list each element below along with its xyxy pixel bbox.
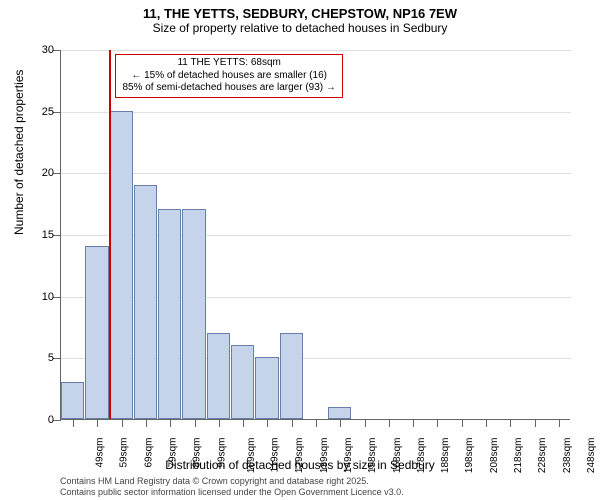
footer-attribution: Contains HM Land Registry data © Crown c… [60,476,404,498]
chart-area: 05101520253049sqm59sqm69sqm79sqm89sqm99s… [60,50,570,420]
x-tick [97,419,98,427]
y-tick [53,50,61,51]
y-tick-label: 15 [42,229,54,241]
x-tick [292,419,293,427]
x-tick [559,419,560,427]
footer-line-2: Contains public sector information licen… [60,487,404,498]
gridline [61,50,571,51]
annotation-line: 11 THE YETTS: 68sqm [122,57,335,70]
x-tick [243,419,244,427]
x-tick [73,419,74,427]
annotation-line: 85% of semi-detached houses are larger (… [122,82,335,95]
x-tick [267,419,268,427]
gridline [61,112,571,113]
histogram-bar [328,407,351,419]
y-tick [53,112,61,113]
histogram-bar [110,111,133,419]
y-tick [53,297,61,298]
annotation-box: 11 THE YETTS: 68sqm← 15% of detached hou… [115,54,342,98]
plot-region: 05101520253049sqm59sqm69sqm79sqm89sqm99s… [60,50,570,420]
y-tick-label: 0 [48,414,54,426]
y-tick [53,420,61,421]
x-tick [462,419,463,427]
histogram-bar [182,209,205,419]
y-tick-label: 10 [42,291,54,303]
footer-line-1: Contains HM Land Registry data © Crown c… [60,476,404,487]
x-tick [486,419,487,427]
x-tick [316,419,317,427]
y-tick-label: 20 [42,167,54,179]
histogram-bar [85,246,108,419]
gridline [61,173,571,174]
x-tick [535,419,536,427]
x-tick [365,419,366,427]
x-tick [219,419,220,427]
title-line-1: 11, THE YETTS, SEDBURY, CHEPSTOW, NP16 7… [0,6,600,21]
histogram-bar [158,209,181,419]
marker-line [109,50,111,419]
x-tick [170,419,171,427]
histogram-bar [207,333,230,419]
y-axis-label: Number of detached properties [12,70,26,235]
x-tick [437,419,438,427]
x-tick [510,419,511,427]
chart-title-block: 11, THE YETTS, SEDBURY, CHEPSTOW, NP16 7… [0,0,600,35]
x-axis-label: Distribution of detached houses by size … [0,458,600,472]
x-tick [413,419,414,427]
histogram-bar [255,357,278,419]
histogram-bar [280,333,303,419]
histogram-bar [134,185,157,419]
y-tick-label: 30 [42,44,54,56]
y-tick-label: 5 [48,352,54,364]
title-line-2: Size of property relative to detached ho… [0,21,600,35]
y-tick [53,358,61,359]
x-tick [340,419,341,427]
x-tick [146,419,147,427]
y-tick [53,173,61,174]
x-tick [195,419,196,427]
x-tick [389,419,390,427]
annotation-line: ← 15% of detached houses are smaller (16… [122,70,335,83]
y-tick [53,235,61,236]
x-tick [122,419,123,427]
histogram-bar [231,345,254,419]
y-tick-label: 25 [42,106,54,118]
histogram-bar [61,382,84,419]
